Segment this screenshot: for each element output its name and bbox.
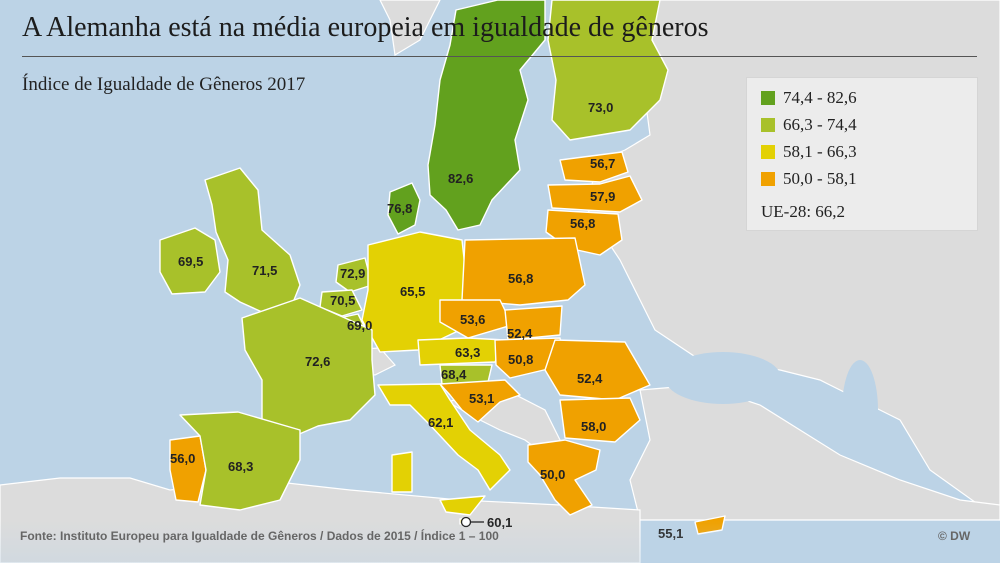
label-united-kingdom: 71,5 <box>252 263 277 278</box>
label-greece: 50,0 <box>540 467 565 482</box>
label-czech-republic: 53,6 <box>460 312 485 327</box>
country-spain <box>179 411 301 511</box>
legend-label: 66,3 - 74,4 <box>783 115 857 134</box>
legend-label: 58,1 - 66,3 <box>783 142 857 161</box>
legend-swatch <box>761 118 775 132</box>
label-malta: 60,1 <box>487 515 512 530</box>
label-germany: 65,5 <box>400 284 425 299</box>
country-slovakia <box>504 305 563 341</box>
country-finland <box>547 0 669 141</box>
country-italy-sicily <box>439 495 486 516</box>
label-luxembourg: 69,0 <box>347 318 372 333</box>
legend-swatch <box>761 91 775 105</box>
label-portugal: 56,0 <box>170 451 195 466</box>
label-finland: 73,0 <box>588 100 613 115</box>
country-netherlands <box>335 257 373 293</box>
country-italy-sardinia <box>391 451 413 493</box>
label-austria: 63,3 <box>455 345 480 360</box>
map-subtitle: Índice de Igualdade de Gêneros 2017 <box>22 74 306 95</box>
country-croatia <box>439 379 521 423</box>
label-sweden: 82,6 <box>448 171 473 186</box>
country-bulgaria <box>559 397 641 443</box>
legend-item-2: 66,3 - 74,4 <box>761 115 857 135</box>
country-romania <box>544 339 651 401</box>
country-estonia <box>559 151 629 183</box>
legend-swatch <box>761 172 775 186</box>
eu-countries <box>159 0 726 535</box>
label-romania: 52,4 <box>577 371 603 386</box>
legend-swatch <box>761 145 775 159</box>
label-italy: 62,1 <box>428 415 453 430</box>
legend: 74,4 - 82,6 66,3 - 74,4 58,1 - 66,3 50,0… <box>746 77 978 231</box>
legend-item-1: 74,4 - 82,6 <box>761 88 857 108</box>
country-france <box>241 297 376 439</box>
label-france: 72,6 <box>305 354 330 369</box>
label-poland: 56,8 <box>508 271 533 286</box>
label-cyprus: 55,1 <box>658 526 683 541</box>
country-latvia <box>547 175 643 213</box>
malta-pointer <box>460 516 484 528</box>
label-slovenia: 68,4 <box>441 367 467 382</box>
country-greece <box>527 439 601 516</box>
seas <box>665 352 878 460</box>
label-slovakia: 52,4 <box>507 326 533 341</box>
page-title: A Alemanha está na média europeia em igu… <box>22 12 709 43</box>
country-cyprus <box>694 515 726 535</box>
label-netherlands: 72,9 <box>340 266 365 281</box>
label-belgium: 70,5 <box>330 293 355 308</box>
value-labels: 82,6 73,0 56,7 57,9 56,8 76,8 69,5 71,5 … <box>170 100 683 541</box>
country-portugal <box>169 435 207 503</box>
label-denmark: 76,8 <box>387 201 412 216</box>
label-latvia: 57,9 <box>590 189 615 204</box>
country-sweden <box>427 0 546 231</box>
country-denmark <box>387 182 421 235</box>
legend-label: 50,0 - 58,1 <box>783 169 857 188</box>
legend-label: 74,4 - 82,6 <box>783 88 857 107</box>
country-czech-republic <box>439 299 513 339</box>
label-hungary: 50,8 <box>508 352 533 367</box>
label-bulgaria: 58,0 <box>581 419 606 434</box>
source-note: Fonte: Instituto Europeu para Igualdade … <box>20 529 499 543</box>
label-spain: 68,3 <box>228 459 253 474</box>
eu-average: UE-28: 66,2 <box>761 202 846 221</box>
country-ireland <box>159 227 221 295</box>
label-estonia: 56,7 <box>590 156 615 171</box>
country-united-kingdom <box>204 167 301 313</box>
label-lithuania: 56,8 <box>570 216 595 231</box>
credit: © DW <box>938 529 971 543</box>
label-croatia: 53,1 <box>469 391 494 406</box>
title-divider <box>22 56 977 57</box>
country-belgium <box>319 289 363 317</box>
country-italy <box>377 383 511 491</box>
legend-item-3: 58,1 - 66,3 <box>761 142 857 162</box>
legend-item-4: 50,0 - 58,1 <box>761 169 857 189</box>
label-ireland: 69,5 <box>178 254 203 269</box>
